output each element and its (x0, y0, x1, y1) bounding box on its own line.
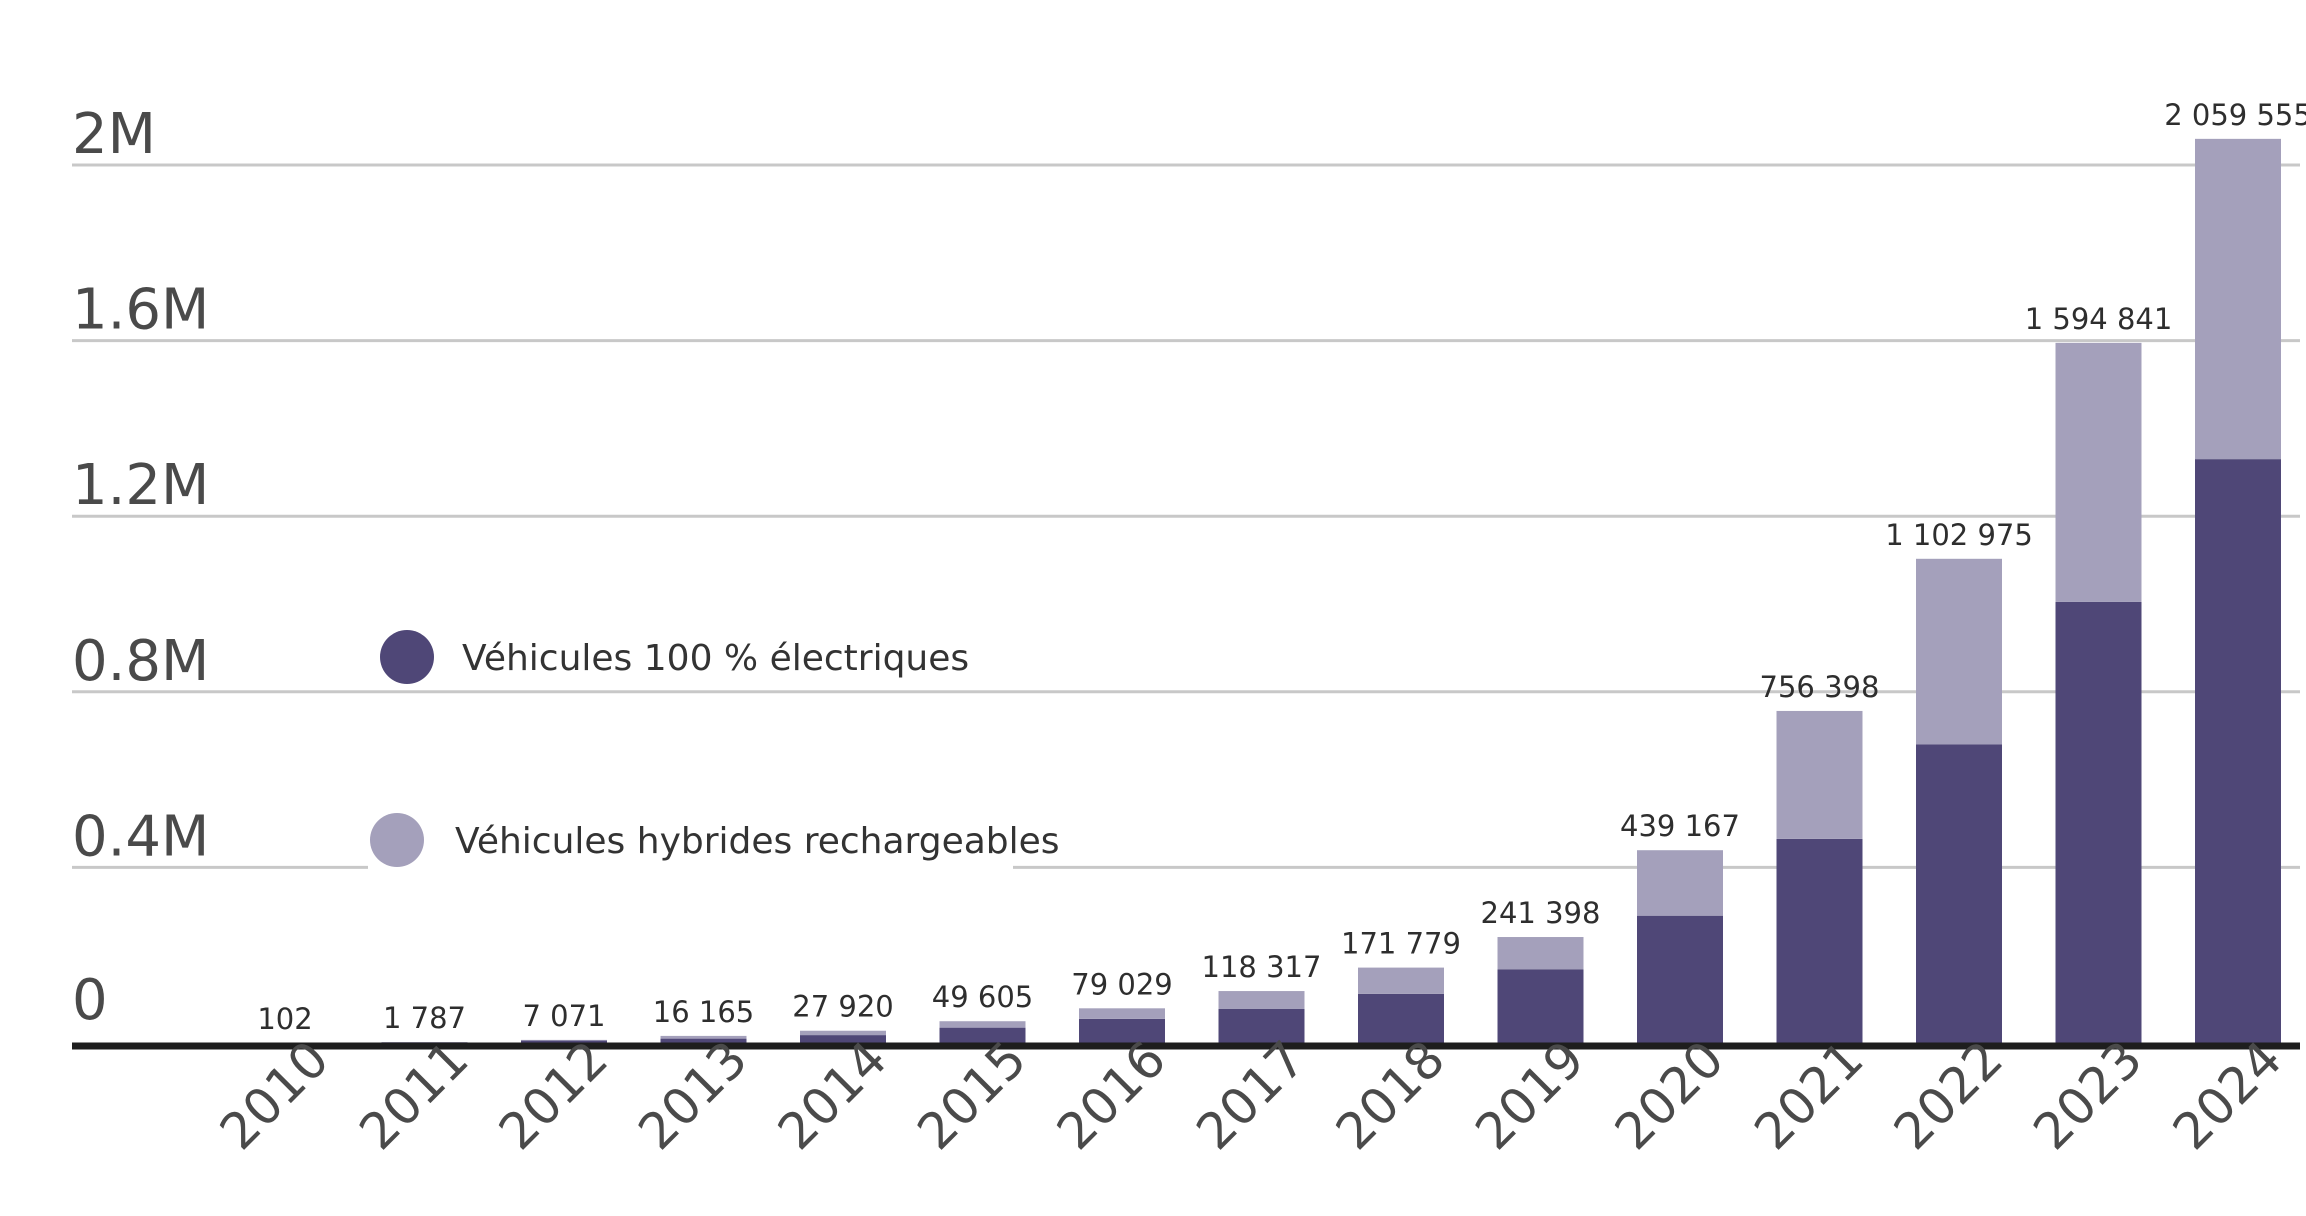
bar-segment-hybrid (939, 1021, 1026, 1028)
bar-segment-electric (660, 1038, 747, 1043)
bar-segment-hybrid (1637, 850, 1723, 916)
bar-total-label: 27 920 (792, 990, 893, 1024)
bar-segment-electric (800, 1035, 886, 1043)
legend-label-electric: Véhicules 100 % électriques (462, 638, 969, 679)
bar-segment-electric (521, 1040, 607, 1043)
x-axis-ticks: 2010 2011 2012 2013 2014 2015 2016 2017 2018 2019… (209, 1030, 2293, 1161)
bar-segment-hybrid (2055, 342, 2142, 602)
y-axis-ticks: 0 0.4M 0.8M 1.2M 1.6M 2M (72, 102, 209, 1033)
x-tick-label: 2015 (907, 1030, 1038, 1161)
x-tick-label: 2022 (1883, 1030, 2014, 1161)
x-tick-label: 2011 (349, 1030, 480, 1161)
x-tick-label: 2024 (2162, 1030, 2293, 1161)
legend-swatch-electric (380, 630, 434, 684)
bar-segment-electric (1079, 1018, 1165, 1043)
bar-total-label: 79 029 (1071, 967, 1172, 1001)
bar-segment-hybrid (660, 1035, 747, 1039)
bar-segment-hybrid (1916, 558, 2002, 745)
bar-segment-electric (1358, 993, 1444, 1043)
x-tick-label: 2010 (209, 1030, 340, 1161)
bar-segment-electric (1637, 915, 1723, 1043)
bar-segment-electric (1776, 838, 1863, 1043)
y-tick-label: 1.2M (72, 453, 209, 518)
bar-segment-hybrid (1358, 967, 1444, 994)
x-tick-label: 2021 (1744, 1030, 1875, 1161)
y-tick-label: 1.6M (72, 278, 209, 343)
x-tick-label: 2014 (767, 1030, 898, 1161)
bar-segment-hybrid (1776, 710, 1863, 839)
bar-segment-hybrid (1079, 1008, 1165, 1019)
bar-total-label: 241 398 (1481, 896, 1601, 930)
bar-total-label: 1 102 975 (1885, 518, 2033, 552)
bar-segment-electric (1497, 969, 1584, 1043)
x-tick-label: 2023 (2023, 1030, 2154, 1161)
y-tick-label: 2M (72, 102, 156, 167)
x-tick-label: 2017 (1186, 1030, 1317, 1161)
bar-total-label: 16 165 (653, 995, 754, 1029)
bar-segment-electric (1916, 744, 2002, 1043)
bar-total-label: 2 059 555 (2164, 98, 2306, 132)
x-tick-label: 2019 (1465, 1030, 1596, 1161)
x-tick-label: 2016 (1046, 1030, 1177, 1161)
legend-label-hybrid: Véhicules hybrides rechargeables (455, 821, 1060, 862)
x-tick-label: 2018 (1325, 1030, 1456, 1161)
bar-segment-hybrid (521, 1039, 607, 1041)
legend-label-background (368, 626, 928, 688)
y-tick-label: 0.4M (72, 804, 209, 869)
bar-total-label: 171 779 (1341, 927, 1461, 961)
bar-segment-electric (2055, 601, 2142, 1043)
bar-total-label: 756 398 (1760, 670, 1880, 704)
bar-segment-electric (1218, 1008, 1305, 1043)
bar-segment-hybrid (1497, 937, 1584, 970)
bar-total-label: 439 167 (1620, 809, 1740, 843)
bar-segment-hybrid (800, 1030, 886, 1036)
x-tick-label: 2013 (628, 1030, 759, 1161)
legend-label-background (368, 808, 1013, 872)
bar-total-label: 118 317 (1202, 950, 1322, 984)
bar-total-label: 102 (257, 1002, 312, 1036)
bar-segment-electric (939, 1027, 1026, 1043)
bar-segment-hybrid (2195, 138, 2281, 460)
legend: Véhicules 100 % électriques Véhicules hy… (368, 626, 1060, 872)
bar-total-label: 7 071 (522, 999, 605, 1033)
legend-swatch-hybrid (370, 813, 424, 867)
bar-segment-electric (2195, 459, 2281, 1043)
bar-segment-hybrid (1218, 991, 1305, 1009)
y-tick-label: 0.8M (72, 629, 209, 694)
bar-total-label: 49 605 (932, 980, 1033, 1014)
bars (381, 138, 2281, 1043)
bar-total-label: 1 594 841 (2025, 302, 2173, 336)
y-tick-label: 0 (72, 968, 108, 1033)
total-labels: 102 1 787 7 071 16 165 27 920 49 605 79 029 118… (257, 98, 2306, 1036)
bar-total-label: 1 787 (383, 1001, 466, 1035)
x-tick-label: 2020 (1604, 1030, 1735, 1161)
x-tick-label: 2012 (488, 1030, 619, 1161)
